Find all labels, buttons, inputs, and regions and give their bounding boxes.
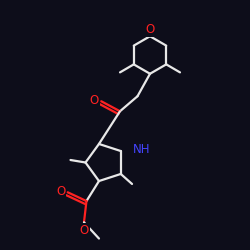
Text: O: O (79, 224, 88, 237)
Text: O: O (146, 23, 154, 36)
Text: O: O (90, 94, 99, 106)
Text: NH: NH (133, 143, 151, 156)
Text: O: O (56, 184, 65, 198)
